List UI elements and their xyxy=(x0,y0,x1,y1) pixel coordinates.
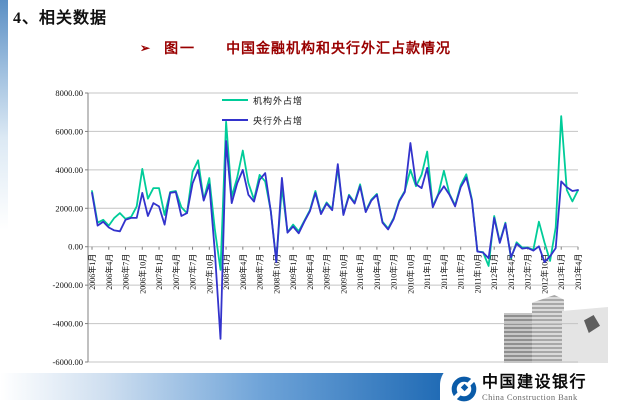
building-photo xyxy=(498,293,612,373)
x-axis-label: 2011年10月 xyxy=(472,254,482,294)
x-axis-label: 2012年10月 xyxy=(539,254,549,294)
x-axis-label: 2006年10月 xyxy=(137,254,147,294)
x-axis-label: 2008年10月 xyxy=(271,254,281,294)
page-title: 4、相关数据 xyxy=(13,10,108,27)
y-axis-label: -4000.00 xyxy=(53,319,83,329)
x-axis-label: 2010年10月 xyxy=(405,254,415,294)
x-axis-label: 2010年1月 xyxy=(355,254,365,290)
bank-names: 中国建设银行 China Construction Bank xyxy=(482,375,587,402)
footer-white-strip xyxy=(0,400,619,410)
y-axis-label: 8000.00 xyxy=(55,88,83,98)
legend-swatch-central-bank xyxy=(222,119,248,121)
x-axis-label: 2010年4月 xyxy=(372,254,382,290)
y-axis-label: 0.00 xyxy=(68,242,83,252)
x-axis-label: 2006年7月 xyxy=(121,254,131,290)
x-axis-label: 2007年10月 xyxy=(204,254,214,294)
x-axis-label: 2011年7月 xyxy=(456,254,466,290)
x-axis-label: 2007年7月 xyxy=(188,254,198,290)
left-edge-decoration xyxy=(0,0,8,230)
y-axis-label: 6000.00 xyxy=(55,126,83,136)
y-axis-label: 2000.00 xyxy=(55,203,83,213)
chart: 8000.00 6000.00 4000.00 2000.00 0.00 -2000.00… xyxy=(0,70,619,380)
x-axis-label: 2008年4月 xyxy=(238,254,248,290)
figure-name: 中国金融机构和央行外汇占款情况 xyxy=(226,42,452,57)
x-axis-label: 2009年7月 xyxy=(322,254,332,290)
x-axis-label: 2011年4月 xyxy=(439,254,449,290)
bank-name-en: China Construction Bank xyxy=(482,392,578,403)
x-axis-label: 2007年4月 xyxy=(171,254,181,290)
x-axis-label: 2009年10月 xyxy=(338,254,348,294)
y-axis-label: -6000.00 xyxy=(53,357,83,367)
legend-label-institutions: 机构外占增 xyxy=(253,95,304,106)
footer-gradient-bar xyxy=(0,373,478,400)
series-line-central-bank xyxy=(91,140,579,340)
x-axis-label: 2007年1月 xyxy=(154,254,164,290)
y-axis-label: -2000.00 xyxy=(53,280,83,290)
y-axis-label: 4000.00 xyxy=(55,165,83,175)
x-axis-label: 2008年1月 xyxy=(221,254,231,290)
x-axis-label: 2006年1月 xyxy=(87,254,97,290)
x-axis-label: 2012年4月 xyxy=(506,254,516,290)
x-axis-label: 2013年1月 xyxy=(556,254,566,290)
legend-label-central-bank: 央行外占增 xyxy=(253,115,304,126)
chart-legend: 机构外占增 央行外占增 xyxy=(222,90,303,130)
figure-title: ➢ 图一 中国金融机构和央行外汇占款情况 xyxy=(140,38,451,58)
building-tower-center xyxy=(532,295,564,373)
figure-label: 图一 xyxy=(164,42,197,57)
legend-swatch-institutions xyxy=(222,99,248,101)
x-axis-label: 2008年7月 xyxy=(255,254,265,290)
x-axis-label: 2009年1月 xyxy=(288,254,298,290)
bullet-arrow-icon: ➢ xyxy=(140,40,151,55)
x-axis-label: 2006年4月 xyxy=(104,254,114,290)
x-axis-label: 2013年4月 xyxy=(573,254,583,290)
x-axis-label: 2012年1月 xyxy=(489,254,499,290)
ccb-emblem-icon xyxy=(450,374,478,403)
bank-name-cn: 中国建设银行 xyxy=(482,374,588,392)
x-axis-label: 2012年7月 xyxy=(523,254,533,290)
x-axis-label: 2011年1月 xyxy=(422,254,432,290)
ccb-logo: 中国建设银行 China Construction Bank xyxy=(440,363,619,410)
legend-item-institutions: 机构外占增 xyxy=(222,90,303,110)
line-chart-canvas: 8000.00 6000.00 4000.00 2000.00 0.00 -2000.00… xyxy=(53,88,583,367)
legend-item-central-bank: 央行外占增 xyxy=(222,110,303,130)
x-axis-label: 2010年7月 xyxy=(389,254,399,290)
x-axis-label: 2009年4月 xyxy=(305,254,315,290)
